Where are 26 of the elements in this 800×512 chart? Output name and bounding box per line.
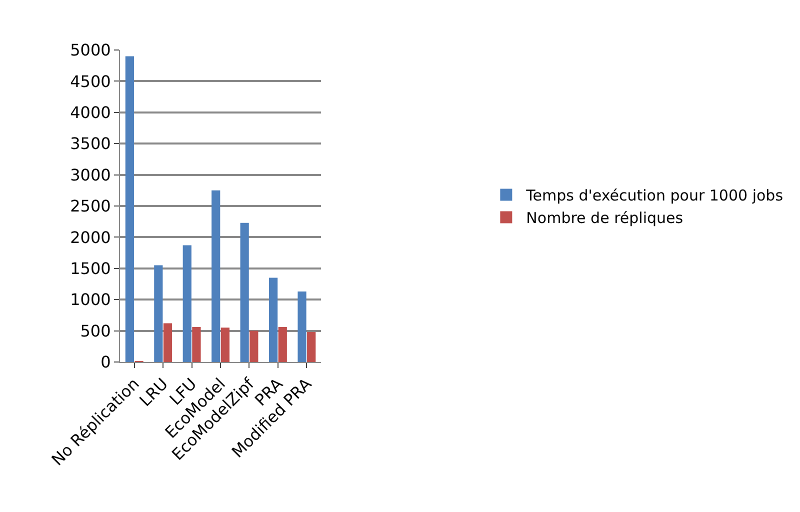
bar xyxy=(268,278,278,362)
y-tick-label: 1000 xyxy=(70,290,111,310)
bar xyxy=(182,245,192,362)
y-tick-label: 2000 xyxy=(70,228,111,247)
bar xyxy=(298,291,306,362)
y-tick-label: 3500 xyxy=(70,134,111,154)
y-tick-label: 4000 xyxy=(70,103,111,122)
y-tick-label: 1500 xyxy=(70,259,111,278)
y-tick-label: 2500 xyxy=(70,196,111,216)
y-tick-label: 4500 xyxy=(70,72,111,91)
y-tick-label: 0 xyxy=(100,352,111,372)
bar xyxy=(154,265,163,362)
legend-label: Nombre de répliques xyxy=(526,209,684,228)
bar xyxy=(163,323,172,362)
y-tick-label: 5000 xyxy=(70,40,111,60)
legend-label: Temps d'exécution pour 1000 jobs xyxy=(525,186,784,205)
bar xyxy=(125,56,134,362)
bar xyxy=(212,190,220,362)
y-tick-label: 500 xyxy=(80,321,111,340)
y-tick-label: 3000 xyxy=(70,165,111,184)
bar xyxy=(192,327,201,362)
bar xyxy=(307,332,316,362)
bar xyxy=(240,222,249,362)
bar xyxy=(250,330,258,362)
bar xyxy=(278,327,287,362)
bar xyxy=(220,328,230,362)
